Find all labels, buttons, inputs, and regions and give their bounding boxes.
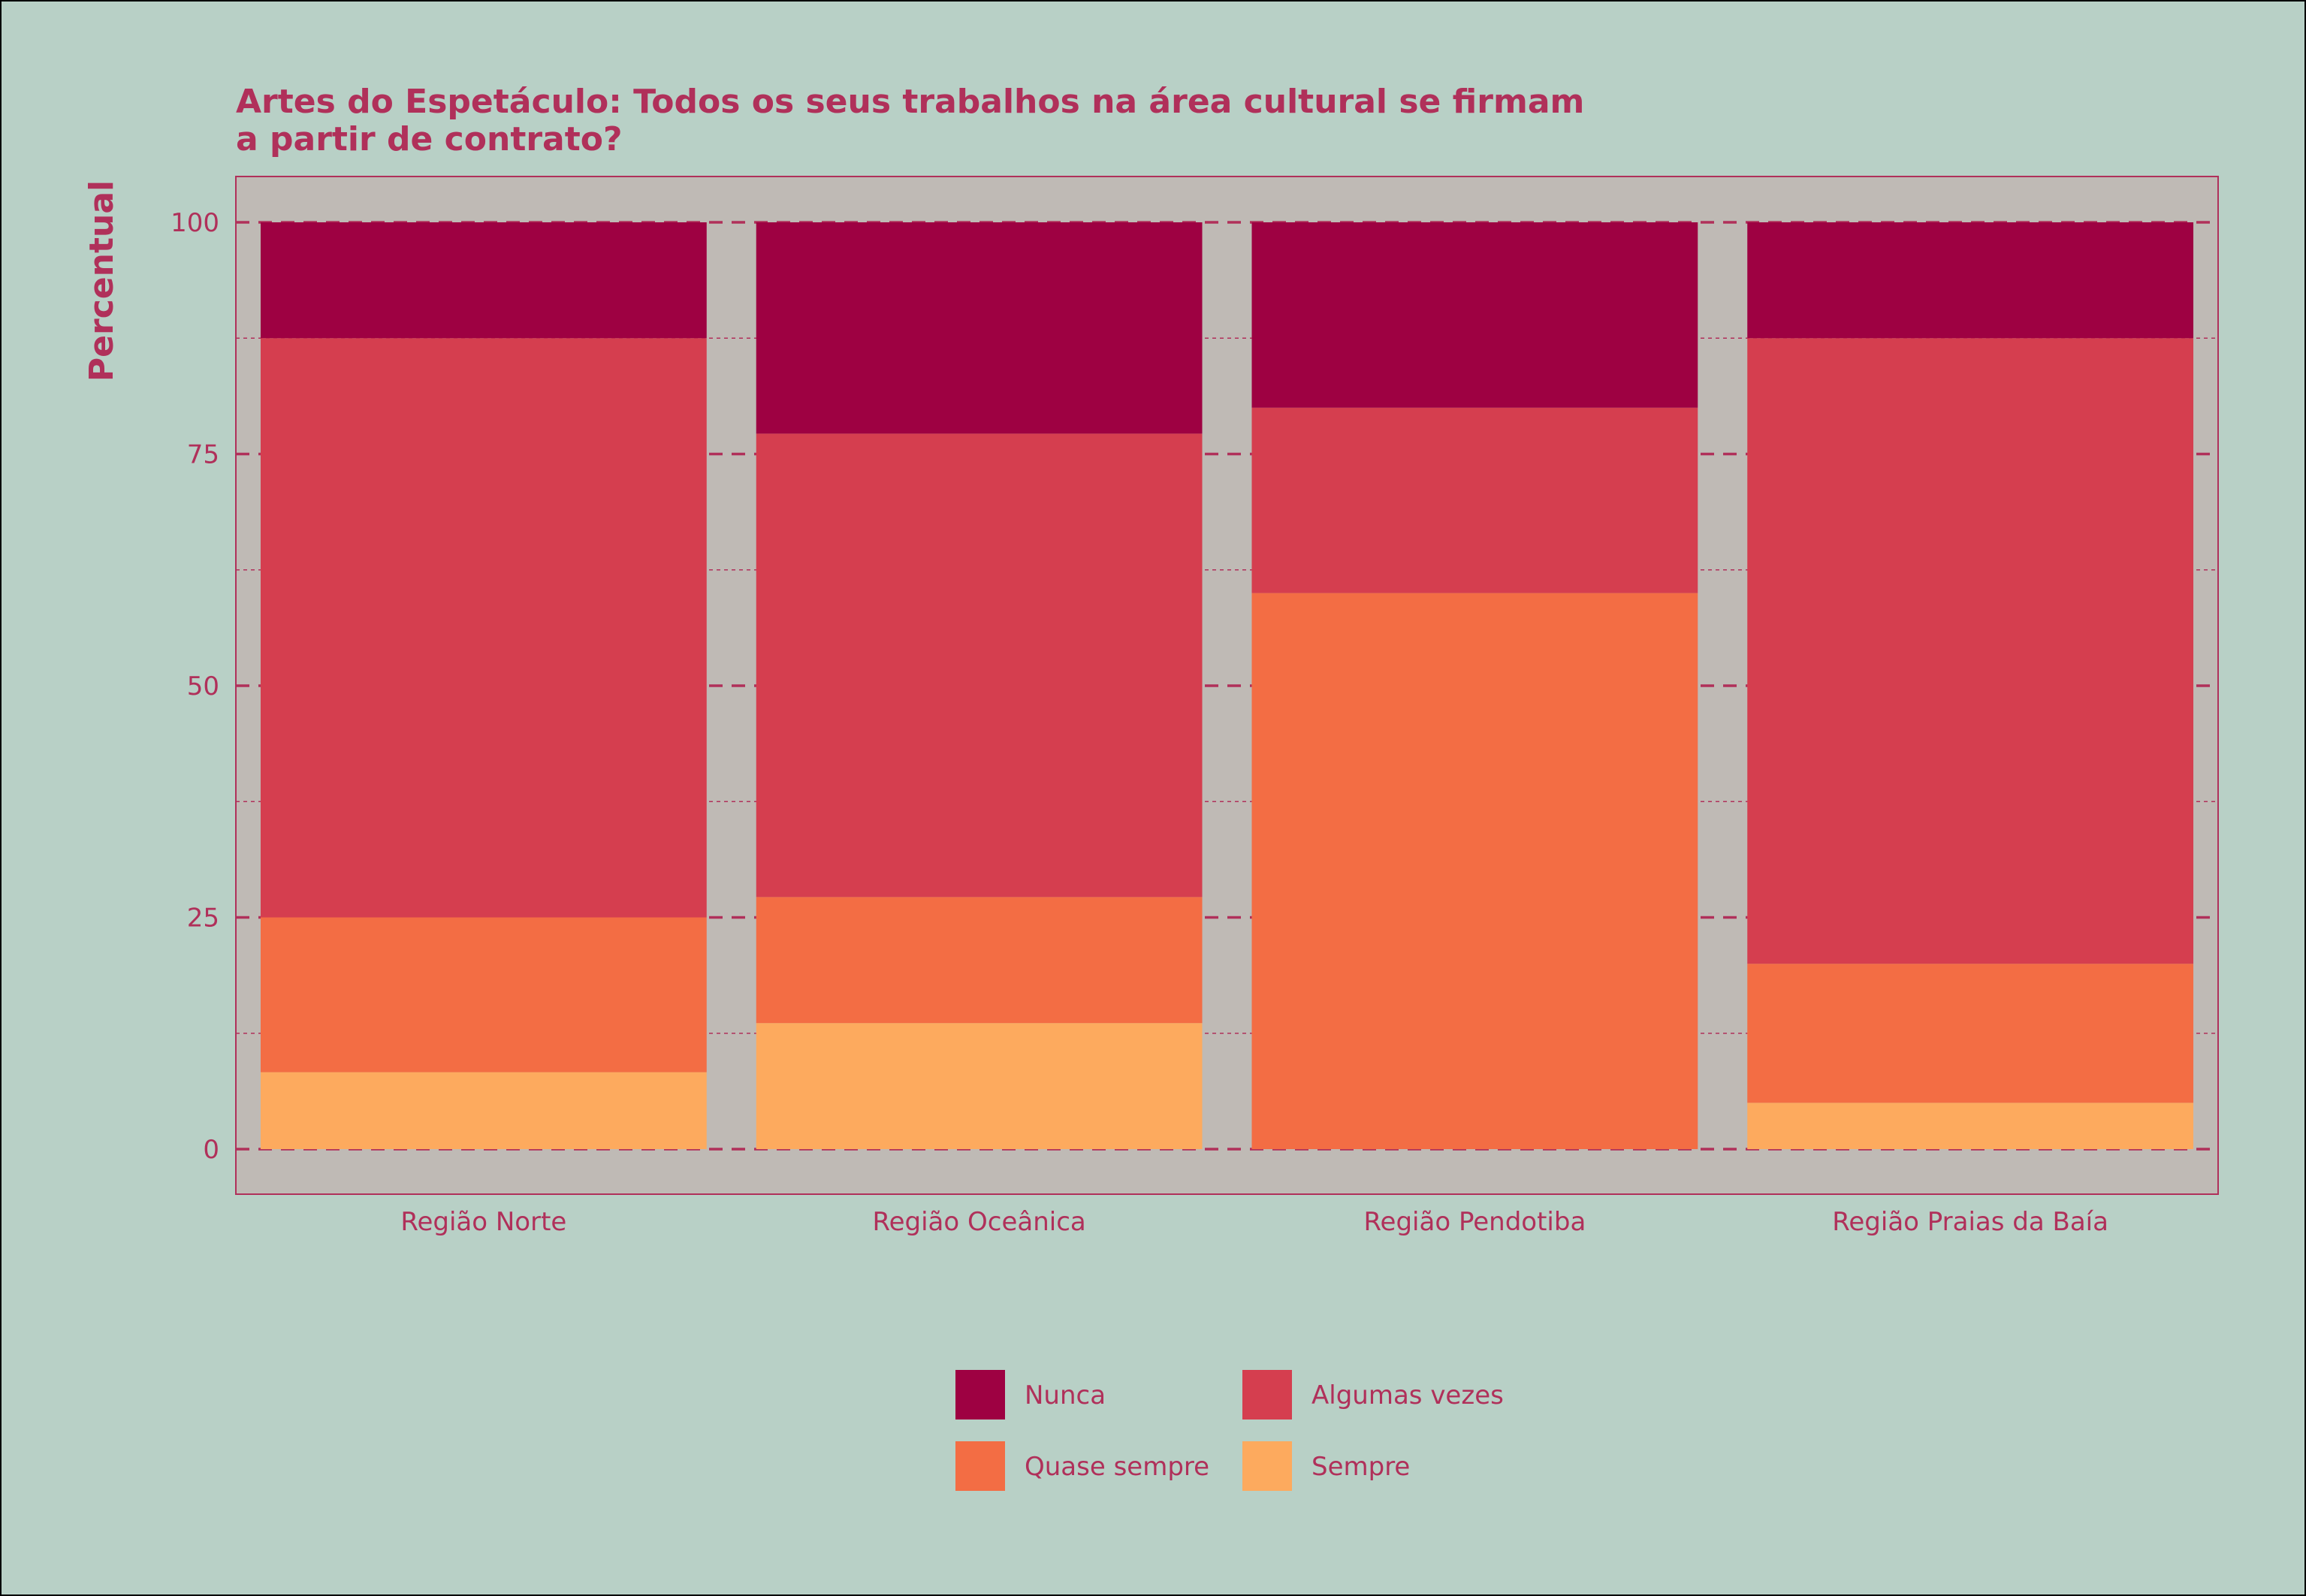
y-tick-label: 50: [187, 671, 219, 701]
bar-segment: [1747, 222, 2194, 339]
legend-label: Nunca: [1025, 1380, 1106, 1410]
bar-segment: [1747, 338, 2194, 964]
legend-swatch: [1242, 1370, 1292, 1420]
bar-segment: [756, 433, 1203, 898]
bar-segment: [260, 338, 707, 918]
bar-segment: [1251, 593, 1698, 1149]
chart-title-line-1: Artes do Espetáculo: Todos os seus traba…: [236, 83, 1584, 121]
bar-segment: [756, 1023, 1203, 1149]
plot-area: Região Norte Região Oceânica Região Pendot…: [171, 176, 2219, 1237]
legend-label: Sempre: [1311, 1452, 1410, 1482]
bar-segment: [756, 222, 1203, 434]
y-axis-label: Percentual: [83, 180, 121, 382]
y-tick-label: 75: [187, 440, 219, 470]
bar-segment: [1747, 964, 2194, 1103]
chart-title-line-2: a partir de contrato?: [236, 120, 623, 158]
y-tick-label: 25: [187, 904, 219, 934]
legend-swatch: [955, 1370, 1005, 1420]
x-tick-label: Região Oceânica: [873, 1207, 1086, 1237]
legend-swatch: [1242, 1441, 1292, 1491]
x-tick-label: Região Pendotiba: [1363, 1207, 1586, 1237]
x-tick-label: Região Norte: [400, 1207, 566, 1237]
bar-segment: [1251, 407, 1698, 593]
y-tick-label: 0: [203, 1135, 219, 1165]
legend-swatch: [955, 1441, 1005, 1491]
bar-segment: [1251, 222, 1698, 408]
bar-segment: [756, 897, 1203, 1024]
legend-label: Algumas vezes: [1311, 1380, 1504, 1410]
y-tick-label: 100: [171, 208, 219, 238]
bar-segment: [260, 1072, 707, 1149]
legend: Nunca Algumas vezes Quase sempre Sempre: [955, 1370, 1504, 1491]
legend-label: Quase sempre: [1025, 1452, 1209, 1482]
bar-segment: [260, 917, 707, 1073]
bar-segment: [1747, 1103, 2194, 1149]
bar-segment: [260, 222, 707, 339]
x-tick-label: Região Praias da Baía: [1832, 1207, 2108, 1237]
